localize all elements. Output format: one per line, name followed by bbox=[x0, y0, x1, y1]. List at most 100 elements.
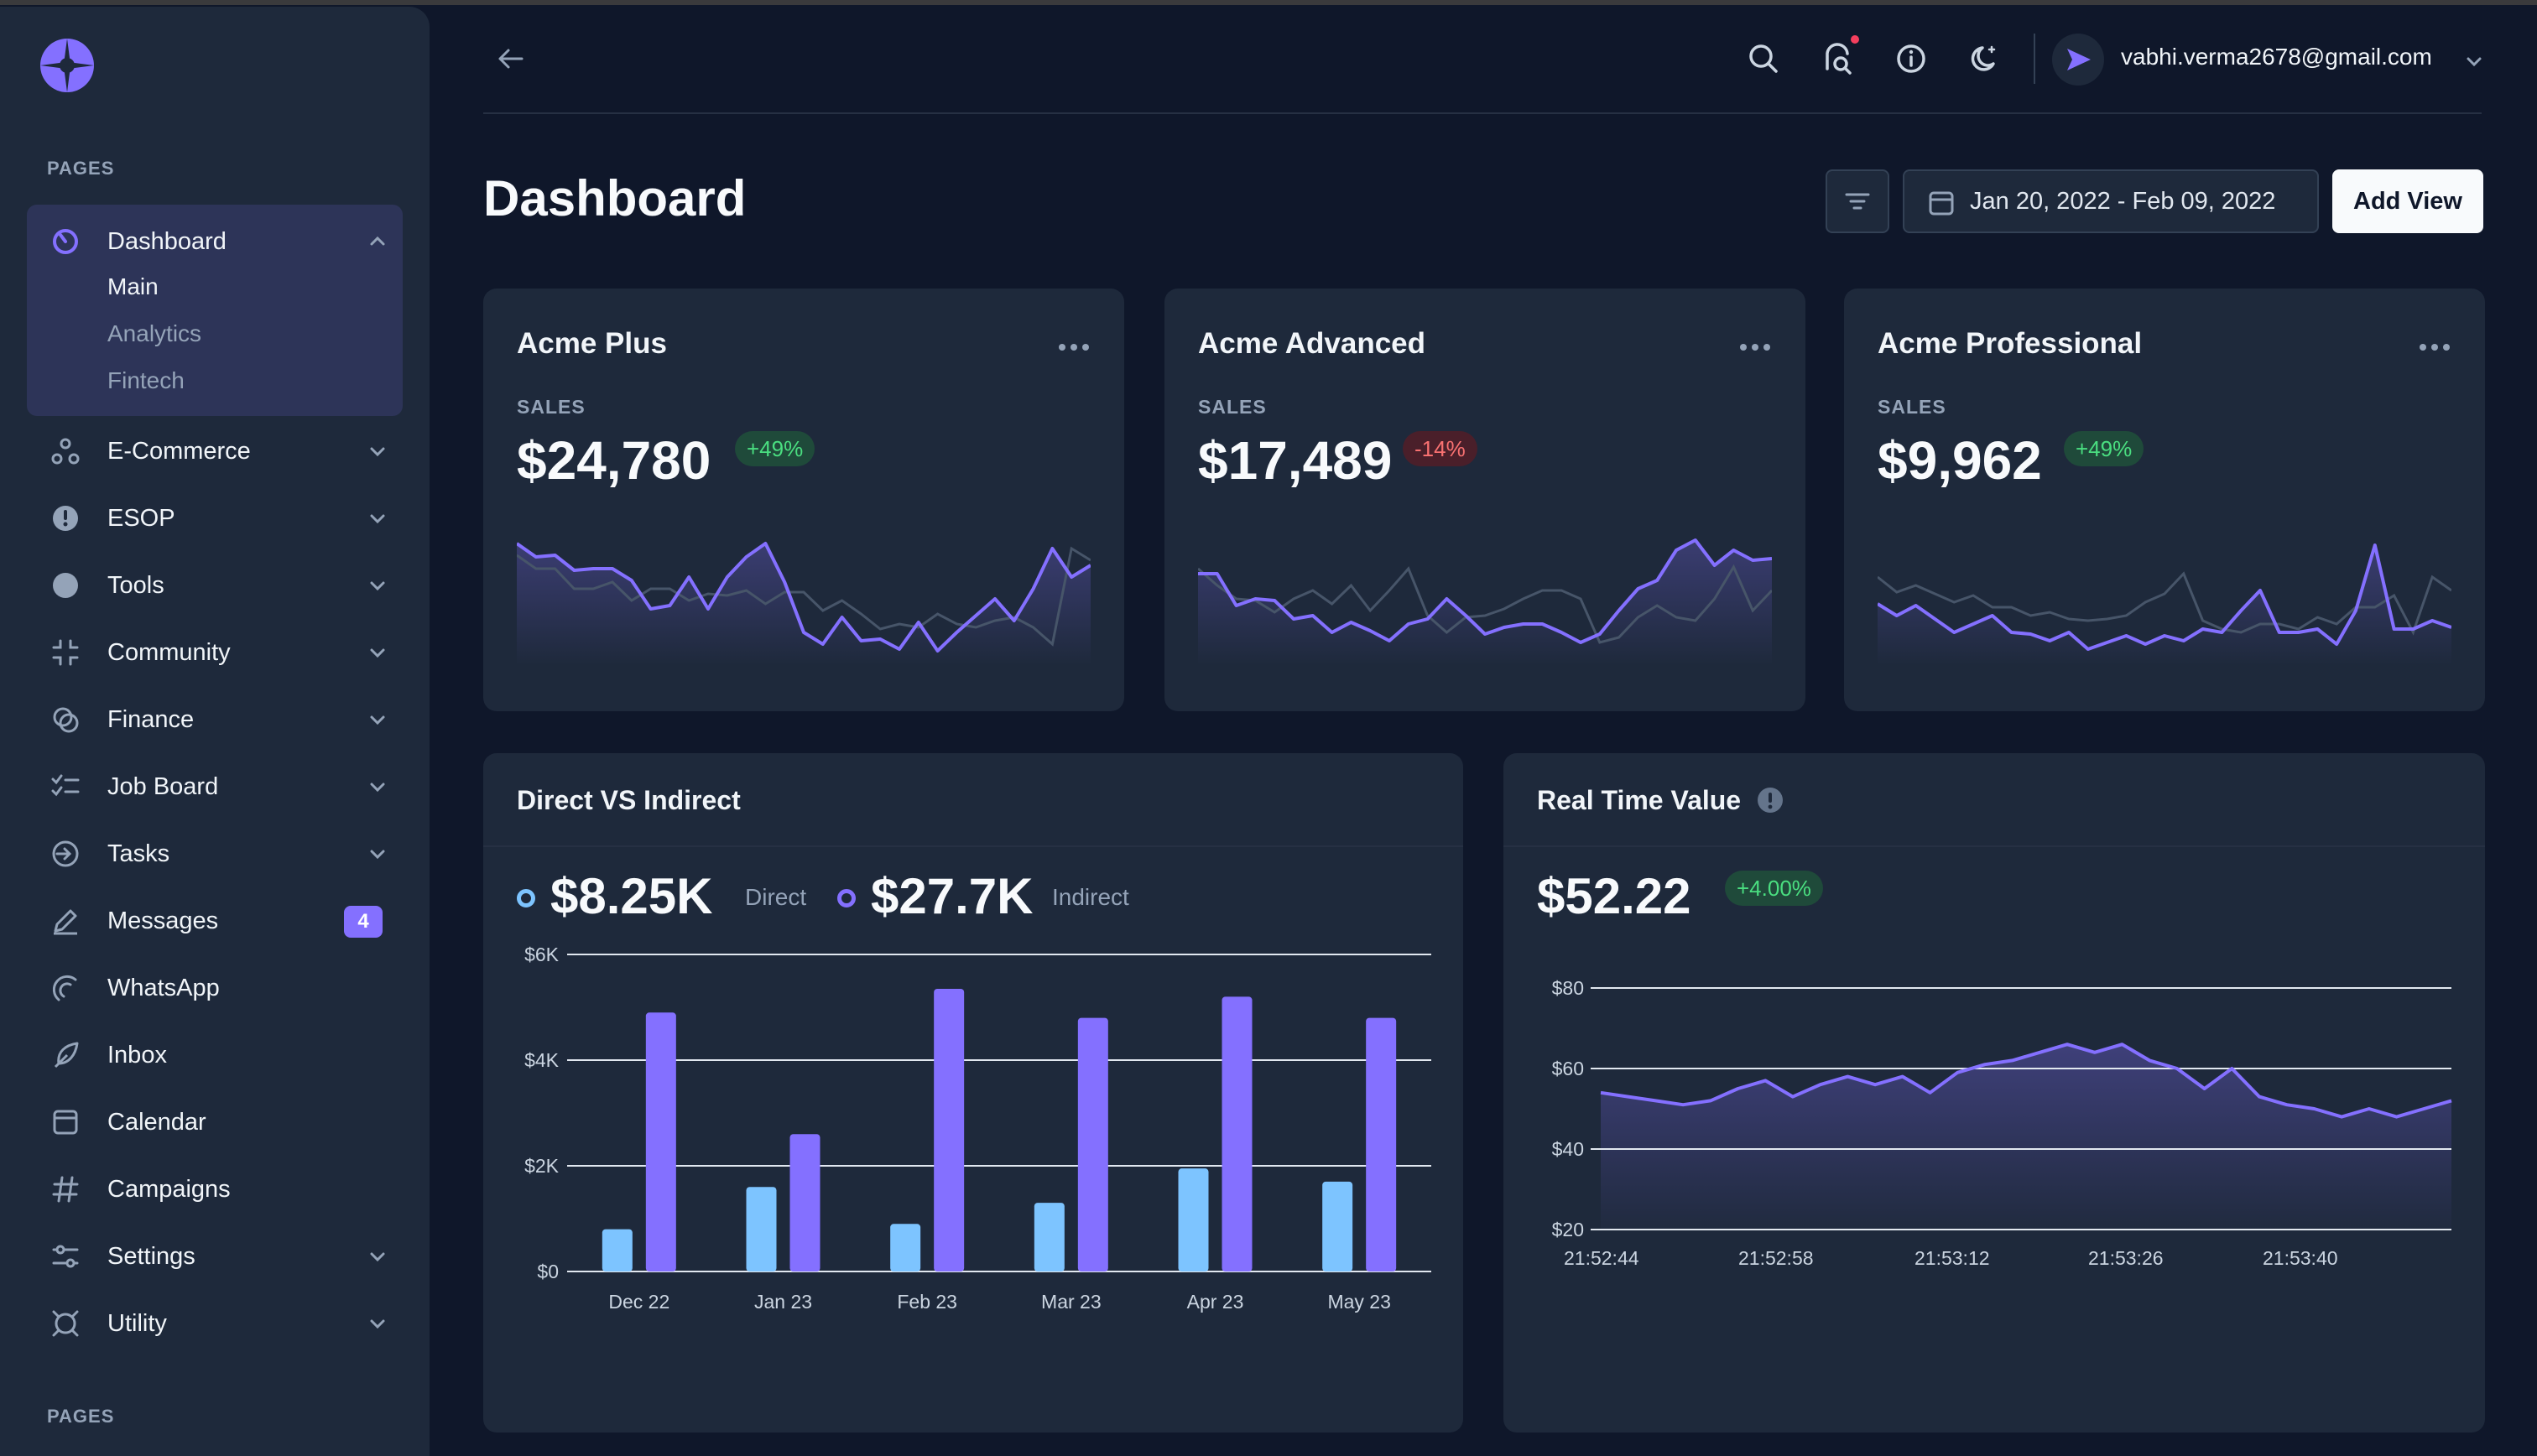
whatsapp-icon bbox=[52, 975, 77, 1001]
search-icon[interactable] bbox=[1747, 42, 1780, 75]
more-horizontal-icon[interactable] bbox=[2418, 341, 2451, 354]
sparkline-previous-line bbox=[517, 546, 1091, 647]
sidebar-item-community[interactable]: Community bbox=[27, 622, 403, 683]
sidebar-item-label: Dashboard bbox=[107, 227, 227, 255]
panel-title: Direct VS Indirect bbox=[517, 785, 741, 815]
pencil-icon bbox=[54, 909, 77, 935]
bar-indirect[interactable] bbox=[645, 1012, 676, 1271]
sales-value: $17,489 bbox=[1198, 430, 1393, 491]
direct-total: $8.25K bbox=[550, 868, 713, 924]
bar-direct[interactable] bbox=[1178, 1168, 1209, 1271]
bar-direct[interactable] bbox=[1034, 1203, 1065, 1271]
bar-indirect[interactable] bbox=[1222, 996, 1253, 1271]
avatar[interactable] bbox=[2052, 34, 2104, 86]
sidebar-item-label: Messages bbox=[107, 907, 219, 934]
sparkline-area bbox=[1878, 545, 2451, 666]
panel-title: Real Time Value bbox=[1537, 785, 1742, 815]
card-title: Acme Professional bbox=[1878, 327, 2143, 360]
y-tick-label: $60 bbox=[1552, 1058, 1584, 1079]
date-range-picker[interactable]: Jan 20, 2022 - Feb 09, 2022 bbox=[1903, 169, 2319, 233]
chevron-down-icon[interactable] bbox=[2465, 52, 2483, 70]
back-arrow-icon[interactable] bbox=[493, 44, 527, 74]
utility-icon bbox=[52, 1310, 79, 1337]
real-time-value: $52.22 bbox=[1537, 868, 1691, 924]
bar-indirect[interactable] bbox=[1366, 1017, 1397, 1271]
real-time-value-panel: Real Time Value $52.22 +4.00% $20 $40 $60 $… bbox=[1503, 753, 2485, 1433]
x-tick-label: Apr 23 bbox=[1187, 1291, 1244, 1313]
more-horizontal-icon[interactable] bbox=[1738, 341, 1772, 354]
sidebar-item-label: Campaigns bbox=[107, 1175, 231, 1203]
sparkline-current-line bbox=[1878, 543, 2451, 651]
sales-label: SALES bbox=[1198, 396, 1267, 418]
sidebar-subitem-analytics[interactable]: Analytics bbox=[107, 320, 202, 346]
send-arrow-icon bbox=[2067, 49, 2091, 70]
info-icon[interactable] bbox=[1757, 787, 1784, 814]
sidebar-subitem-fintech[interactable]: Fintech bbox=[107, 367, 185, 393]
date-range-text: Jan 20, 2022 - Feb 09, 2022 bbox=[1970, 188, 2276, 215]
sidebar-item-calendar[interactable]: Calendar bbox=[27, 1092, 403, 1152]
chevron-down-icon bbox=[370, 447, 385, 457]
brand-logo-icon[interactable] bbox=[39, 37, 96, 94]
sidebar-item-dashboard[interactable]: Dashboard bbox=[27, 211, 403, 272]
sidebar-item-inbox[interactable]: Inbox bbox=[27, 1025, 403, 1085]
sparkline-chart bbox=[1198, 538, 1772, 666]
tools-icon bbox=[53, 573, 78, 598]
info-icon[interactable] bbox=[1894, 42, 1928, 75]
chevron-up-icon bbox=[370, 236, 385, 246]
sidebar-item-tasks[interactable]: Tasks bbox=[27, 824, 403, 884]
bar-indirect[interactable] bbox=[789, 1134, 820, 1271]
sidebar: PAGES Dashboard Main Analytics Fintech E… bbox=[0, 7, 430, 1456]
bar-indirect[interactable] bbox=[1077, 1017, 1108, 1271]
sales-value: $9,962 bbox=[1878, 430, 2042, 491]
chevron-down-icon bbox=[370, 783, 385, 793]
sparkline-previous-line bbox=[1198, 564, 1772, 644]
filter-button[interactable] bbox=[1826, 169, 1889, 233]
sidebar-item-job-board[interactable]: Job Board bbox=[27, 757, 403, 817]
sidebar-item-utility[interactable]: Utility bbox=[27, 1293, 403, 1354]
more-horizontal-icon[interactable] bbox=[1057, 341, 1091, 354]
sidebar-item-label: Calendar bbox=[107, 1108, 206, 1136]
bar-direct[interactable] bbox=[746, 1187, 777, 1271]
x-tick-label: 21:52:44 bbox=[1564, 1247, 1639, 1269]
sales-label: SALES bbox=[517, 396, 586, 418]
sales-card-acme-plus: Acme Plus SALES $24,780 +49% bbox=[483, 289, 1124, 711]
sidebar-item-settings[interactable]: Settings bbox=[27, 1226, 403, 1287]
sales-card-acme-advanced: Acme Advanced SALES $17,489 -14% bbox=[1164, 289, 1805, 711]
bar-direct[interactable] bbox=[1322, 1181, 1353, 1271]
sidebar-subitem-main[interactable]: Main bbox=[107, 273, 159, 299]
y-tick-label: $6K bbox=[524, 946, 560, 965]
x-tick-label: 21:53:40 bbox=[2263, 1247, 2338, 1269]
area-fill bbox=[1601, 1044, 2451, 1230]
sliders-icon bbox=[52, 1245, 79, 1268]
sidebar-item-ecommerce[interactable]: E-Commerce bbox=[27, 421, 403, 481]
notification-search-icon[interactable] bbox=[1821, 42, 1854, 75]
sparkline-chart bbox=[1878, 543, 2451, 666]
community-icon bbox=[52, 639, 79, 666]
sidebar-item-messages[interactable]: Messages 4 bbox=[27, 891, 403, 951]
bar-direct[interactable] bbox=[890, 1224, 921, 1271]
sparkline-area bbox=[517, 543, 1091, 666]
sidebar-item-esop[interactable]: ESOP bbox=[27, 488, 403, 549]
y-tick-label: $4K bbox=[524, 1049, 560, 1071]
sales-label: SALES bbox=[1878, 396, 1946, 418]
nodes-icon bbox=[51, 438, 80, 465]
add-view-button[interactable]: Add View bbox=[2332, 169, 2483, 233]
sidebar-item-finance[interactable]: Finance bbox=[27, 689, 403, 750]
sidebar-item-campaigns[interactable]: Campaigns bbox=[27, 1159, 403, 1219]
sidebar-item-whatsapp[interactable]: WhatsApp bbox=[27, 958, 403, 1018]
sidebar-section-label: PAGES bbox=[47, 1406, 115, 1427]
y-tick-label: $80 bbox=[1552, 977, 1584, 999]
indirect-total: $27.7K bbox=[871, 868, 1034, 924]
y-tick-label: $40 bbox=[1552, 1138, 1584, 1160]
moon-icon[interactable] bbox=[1968, 42, 2002, 75]
sidebar-item-label: Tasks bbox=[107, 840, 170, 867]
chevron-down-icon bbox=[370, 514, 385, 524]
sidebar-item-tools[interactable]: Tools bbox=[27, 555, 403, 616]
user-email[interactable]: vabhi.verma2678@gmail.com bbox=[2121, 44, 2432, 70]
panel-header: Real Time Value bbox=[1503, 753, 2485, 847]
bar-direct[interactable] bbox=[602, 1229, 633, 1271]
sidebar-item-label: Job Board bbox=[107, 772, 219, 800]
bar-indirect[interactable] bbox=[934, 988, 965, 1271]
legend-dot-indirect bbox=[837, 889, 856, 907]
legend-label-indirect: Indirect bbox=[1052, 884, 1129, 910]
